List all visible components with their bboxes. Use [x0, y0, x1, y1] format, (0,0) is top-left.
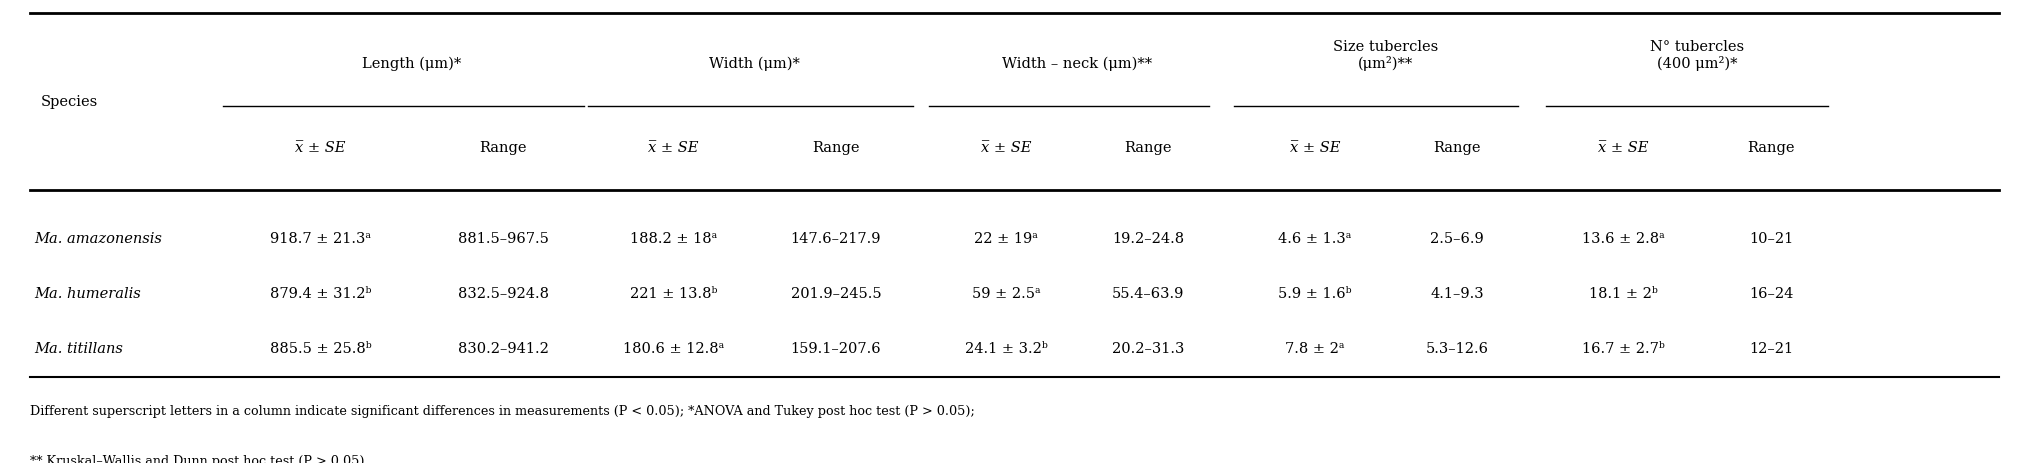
Text: 4.1–9.3: 4.1–9.3	[1430, 287, 1483, 301]
Text: 830.2–941.2: 830.2–941.2	[459, 342, 548, 356]
Text: Species: Species	[41, 95, 97, 109]
Text: 832.5–924.8: 832.5–924.8	[459, 287, 548, 301]
Text: 55.4–63.9: 55.4–63.9	[1112, 287, 1185, 301]
Text: 885.5 ± 25.8ᵇ: 885.5 ± 25.8ᵇ	[270, 342, 371, 356]
Text: 16.7 ± 2.7ᵇ: 16.7 ± 2.7ᵇ	[1583, 342, 1664, 356]
Text: x̅ ± SE: x̅ ± SE	[1599, 141, 1648, 155]
Text: 20.2–31.3: 20.2–31.3	[1112, 342, 1185, 356]
Text: 188.2 ± 18ᵃ: 188.2 ± 18ᵃ	[629, 232, 718, 246]
Text: N° tubercles
(400 μm²)*: N° tubercles (400 μm²)*	[1650, 40, 1745, 71]
Text: Range: Range	[1747, 141, 1796, 155]
Text: x̅ ± SE: x̅ ± SE	[1290, 141, 1339, 155]
Text: 221 ± 13.8ᵇ: 221 ± 13.8ᵇ	[629, 287, 718, 301]
Text: Ma. humeralis: Ma. humeralis	[34, 287, 142, 301]
Text: x̅ ± SE: x̅ ± SE	[296, 141, 345, 155]
Text: 12–21: 12–21	[1749, 342, 1794, 356]
Text: x̅ ± SE: x̅ ± SE	[649, 141, 698, 155]
Text: 10–21: 10–21	[1749, 232, 1794, 246]
Text: 5.9 ± 1.6ᵇ: 5.9 ± 1.6ᵇ	[1278, 287, 1351, 301]
Text: 5.3–12.6: 5.3–12.6	[1424, 342, 1489, 356]
Text: 59 ± 2.5ᵃ: 59 ± 2.5ᵃ	[972, 287, 1041, 301]
Text: 881.5–967.5: 881.5–967.5	[459, 232, 548, 246]
Text: Width (μm)*: Width (μm)*	[710, 56, 799, 70]
Text: 180.6 ± 12.8ᵃ: 180.6 ± 12.8ᵃ	[623, 342, 724, 356]
Text: 22 ± 19ᵃ: 22 ± 19ᵃ	[974, 232, 1039, 246]
Text: 13.6 ± 2.8ᵃ: 13.6 ± 2.8ᵃ	[1583, 232, 1664, 246]
Text: 16–24: 16–24	[1749, 287, 1794, 301]
Text: Ma. amazonensis: Ma. amazonensis	[34, 232, 162, 246]
Text: 18.1 ± 2ᵇ: 18.1 ± 2ᵇ	[1589, 287, 1658, 301]
Text: x̅ ± SE: x̅ ± SE	[982, 141, 1031, 155]
Text: Different superscript letters in a column indicate significant differences in me: Different superscript letters in a colum…	[30, 405, 976, 418]
Text: Range: Range	[1432, 141, 1481, 155]
Text: ** Kruskal–Wallis and Dunn post hoc test (P > 0.05).: ** Kruskal–Wallis and Dunn post hoc test…	[30, 455, 369, 463]
Text: Range: Range	[812, 141, 860, 155]
Text: Size tubercles
(μm²)**: Size tubercles (μm²)**	[1333, 40, 1439, 71]
Text: Length (μm)*: Length (μm)*	[363, 56, 461, 70]
Text: Range: Range	[479, 141, 528, 155]
Text: 2.5–6.9: 2.5–6.9	[1430, 232, 1483, 246]
Text: 879.4 ± 31.2ᵇ: 879.4 ± 31.2ᵇ	[270, 287, 371, 301]
Text: 147.6–217.9: 147.6–217.9	[791, 232, 881, 246]
Text: 19.2–24.8: 19.2–24.8	[1112, 232, 1185, 246]
Text: 7.8 ± 2ᵃ: 7.8 ± 2ᵃ	[1284, 342, 1345, 356]
Text: 918.7 ± 21.3ᵃ: 918.7 ± 21.3ᵃ	[270, 232, 371, 246]
Text: Range: Range	[1124, 141, 1173, 155]
Text: 159.1–207.6: 159.1–207.6	[791, 342, 881, 356]
Text: 24.1 ± 3.2ᵇ: 24.1 ± 3.2ᵇ	[966, 342, 1047, 356]
Text: Ma. titillans: Ma. titillans	[34, 342, 124, 356]
Text: 201.9–245.5: 201.9–245.5	[791, 287, 881, 301]
Text: Width – neck (μm)**: Width – neck (μm)**	[1002, 56, 1152, 70]
Text: 4.6 ± 1.3ᵃ: 4.6 ± 1.3ᵃ	[1278, 232, 1351, 246]
